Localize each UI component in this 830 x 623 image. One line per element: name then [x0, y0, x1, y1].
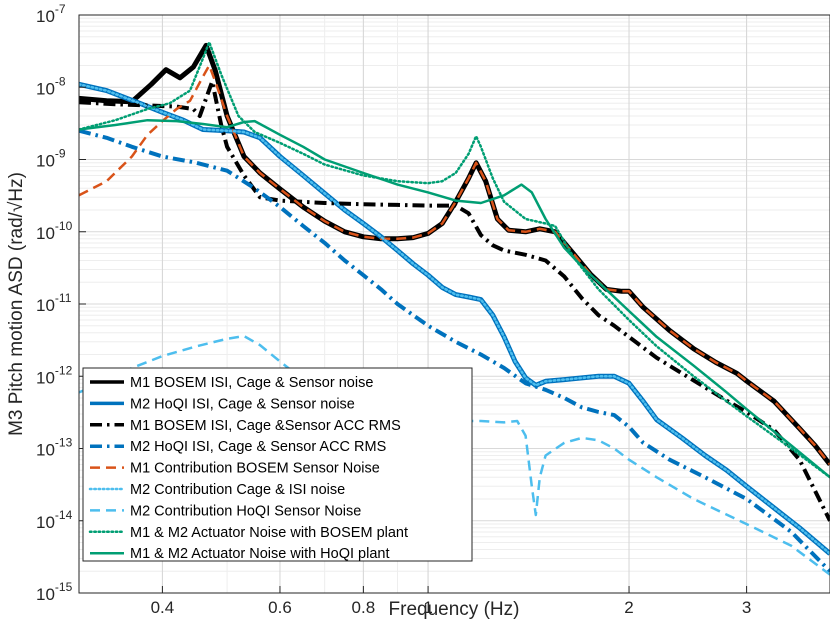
y-tick-base: 10: [36, 7, 55, 26]
y-tick-base: 10: [36, 368, 55, 387]
y-tick-label: 10-12: [36, 363, 73, 387]
y-tick-exponent: -10: [55, 219, 73, 233]
series-line-7: [79, 334, 830, 576]
legend-label-3: M1 BOSEM ISI, Cage &Sensor ACC RMS: [130, 418, 401, 434]
y-tick-base: 10: [36, 296, 55, 315]
series-line-9: [79, 118, 830, 479]
y-tick-exponent: -7: [55, 2, 66, 16]
x-axis-title: Frequency (Hz): [389, 599, 520, 620]
legend-box: [82, 367, 473, 562]
legend-label-7: M2 Contribution HoQI Sensor Noise: [130, 503, 361, 519]
legend-label-2: M2 HoQI ISI, Cage & Sensor noise: [130, 396, 355, 412]
y-ticks: 10-1510-1410-1310-1210-1110-1010-910-810…: [36, 2, 86, 604]
legend-label-1: M1 BOSEM ISI, Cage & Sensor noise: [130, 375, 373, 391]
x-ticks: 0.4 0.6 0.8 1 2 3: [151, 586, 751, 617]
y-tick-label: 10-13: [36, 436, 73, 460]
y-tick-base: 10: [36, 152, 55, 171]
x-tick-label: 3: [742, 598, 751, 617]
y-tick-exponent: -13: [55, 436, 73, 450]
y-tick-base: 10: [36, 513, 55, 532]
y-tick-label: 10-14: [36, 508, 73, 532]
legend-label-9: M1 & M2 Actuator Noise with HoQI plant: [130, 546, 390, 562]
series-line-4: [79, 128, 830, 573]
y-tick-exponent: -8: [55, 74, 66, 88]
series-line-5: [79, 64, 830, 466]
y-tick-exponent: -15: [55, 580, 73, 594]
x-tick-label: 0.6: [268, 598, 292, 617]
y-tick-label: 10-9: [36, 147, 66, 171]
y-tick-exponent: -11: [55, 291, 72, 305]
legend-label-4: M2 HoQI ISI, Cage & Sensor ACC RMS: [130, 439, 386, 455]
x-tick-label: 2: [624, 598, 633, 617]
x-tick-label: 0.4: [151, 598, 175, 617]
series-line-6: [79, 83, 830, 555]
y-tick-label: 10-8: [36, 74, 66, 98]
legend-label-6: M2 Contribution Cage & ISI noise: [130, 482, 345, 498]
y-axis-title: M3 Pitch motion ASD (rad/√Hz): [6, 172, 27, 436]
x-tick-label: 1: [423, 598, 432, 617]
y-tick-label: 10-15: [36, 580, 73, 604]
x-tick-label: 0.8: [352, 598, 376, 617]
y-tick-base: 10: [36, 79, 55, 98]
legend-label-8: M1 & M2 Actuator Noise with BOSEM plant: [130, 525, 408, 541]
y-tick-base: 10: [36, 441, 55, 460]
series-layer: [79, 40, 830, 576]
series-line-8: [79, 40, 830, 479]
y-tick-exponent: -14: [55, 508, 73, 522]
y-tick-exponent: -9: [55, 147, 66, 161]
y-tick-base: 10: [36, 224, 55, 243]
series-line-3: [79, 79, 830, 522]
y-tick-label: 10-10: [36, 219, 73, 243]
y-tick-label: 10-11: [36, 291, 72, 315]
y-tick-base: 10: [36, 585, 55, 604]
y-tick-label: 10-7: [36, 2, 66, 26]
legend: M1 BOSEM ISI, Cage & Sensor noise M2 HoQI…: [82, 367, 473, 562]
legend-label-5: M1 Contribution BOSEM Sensor Noise: [130, 461, 380, 477]
y-tick-exponent: -12: [55, 363, 73, 377]
